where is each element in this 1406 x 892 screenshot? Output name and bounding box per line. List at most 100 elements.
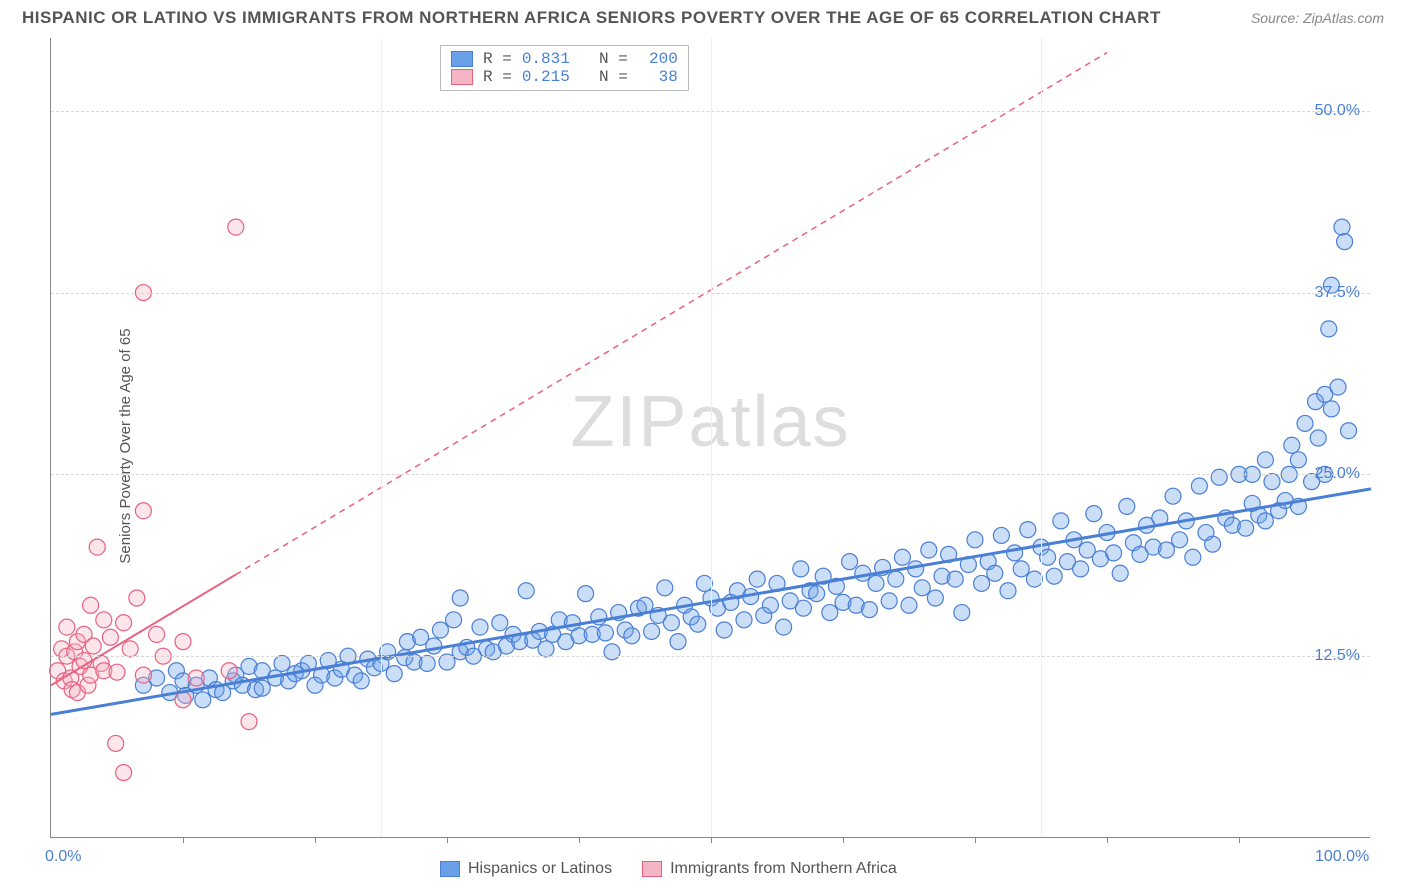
data-point	[696, 575, 712, 591]
data-point	[762, 597, 778, 613]
data-point	[175, 634, 191, 650]
gridline-v	[381, 38, 382, 837]
x-tick	[447, 837, 448, 843]
data-point	[749, 571, 765, 587]
data-point	[716, 622, 732, 638]
data-point	[690, 616, 706, 632]
data-point	[993, 527, 1009, 543]
legend-series-name: Hispanics or Latinos	[468, 860, 612, 878]
data-point	[1341, 423, 1357, 439]
data-point	[129, 590, 145, 606]
data-point	[842, 554, 858, 570]
data-point	[1172, 532, 1188, 548]
data-point	[109, 664, 125, 680]
y-tick-label: 50.0%	[1315, 102, 1360, 120]
legend-n-label: N =	[580, 68, 628, 86]
gridline-v	[711, 38, 712, 837]
data-point	[1284, 437, 1300, 453]
data-point	[624, 628, 640, 644]
data-point	[1106, 545, 1122, 561]
data-point	[188, 670, 204, 686]
data-point	[1321, 321, 1337, 337]
data-point	[894, 549, 910, 565]
legend-swatch	[451, 51, 473, 67]
legend-series: Hispanics or Latinos Immigrants from Nort…	[440, 860, 897, 878]
data-point	[1158, 542, 1174, 558]
legend-swatch	[642, 861, 662, 877]
data-point	[59, 619, 75, 635]
data-point	[254, 680, 270, 696]
data-point	[1257, 452, 1273, 468]
data-point	[426, 638, 442, 654]
data-point	[116, 615, 132, 631]
data-point	[795, 600, 811, 616]
chart-title: HISPANIC OR LATINO VS IMMIGRANTS FROM NO…	[22, 8, 1161, 28]
data-point	[228, 219, 244, 235]
data-point	[195, 692, 211, 708]
x-tick	[711, 837, 712, 843]
data-point	[135, 503, 151, 519]
data-point	[881, 593, 897, 609]
data-point	[1264, 474, 1280, 490]
data-point	[578, 586, 594, 602]
data-point	[518, 583, 534, 599]
data-point	[1073, 561, 1089, 577]
data-point	[809, 586, 825, 602]
data-point	[1112, 565, 1128, 581]
data-point	[419, 655, 435, 671]
trend-line-extrapolated	[236, 53, 1107, 575]
y-tick-label: 37.5%	[1315, 284, 1360, 302]
data-point	[274, 655, 290, 671]
data-point	[1238, 520, 1254, 536]
data-point	[644, 623, 660, 639]
legend-n-value: 200	[638, 50, 678, 68]
y-tick-label: 12.5%	[1315, 647, 1360, 665]
data-point	[135, 667, 151, 683]
data-point	[868, 575, 884, 591]
data-point	[974, 575, 990, 591]
data-point	[446, 612, 462, 628]
data-point	[1257, 513, 1273, 529]
data-point	[901, 597, 917, 613]
data-point	[861, 602, 877, 618]
source-attribution: Source: ZipAtlas.com	[1251, 10, 1384, 26]
legend-n-label: N =	[580, 50, 628, 68]
data-point	[89, 539, 105, 555]
data-point	[1040, 549, 1056, 565]
data-point	[954, 605, 970, 621]
data-point	[472, 619, 488, 635]
data-point	[604, 644, 620, 660]
x-tick	[579, 837, 580, 843]
data-point	[96, 612, 112, 628]
legend-swatch	[451, 69, 473, 85]
data-point	[116, 765, 132, 781]
legend-row: R = 0.215 N = 38	[451, 68, 678, 86]
data-point	[1337, 234, 1353, 250]
data-point	[1205, 536, 1221, 552]
data-point	[1013, 561, 1029, 577]
data-point	[1330, 379, 1346, 395]
data-point	[538, 641, 554, 657]
legend-series-name: Immigrants from Northern Africa	[670, 860, 897, 878]
data-point	[1086, 506, 1102, 522]
data-point	[947, 571, 963, 587]
data-point	[1334, 219, 1350, 235]
data-point	[221, 663, 237, 679]
data-point	[85, 638, 101, 654]
data-point	[597, 625, 613, 641]
data-point	[241, 714, 257, 730]
x-tick	[1107, 837, 1108, 843]
y-tick-label: 25.0%	[1315, 465, 1360, 483]
data-point	[108, 735, 124, 751]
data-point	[1000, 583, 1016, 599]
data-point	[670, 634, 686, 650]
x-tick	[1239, 837, 1240, 843]
data-point	[657, 580, 673, 596]
data-point	[1119, 498, 1135, 514]
data-point	[987, 565, 1003, 581]
x-tick-label: 0.0%	[45, 848, 81, 866]
legend-r-value: 0.831	[522, 50, 570, 68]
data-point	[1191, 478, 1207, 494]
data-point	[736, 612, 752, 628]
data-point	[1310, 430, 1326, 446]
